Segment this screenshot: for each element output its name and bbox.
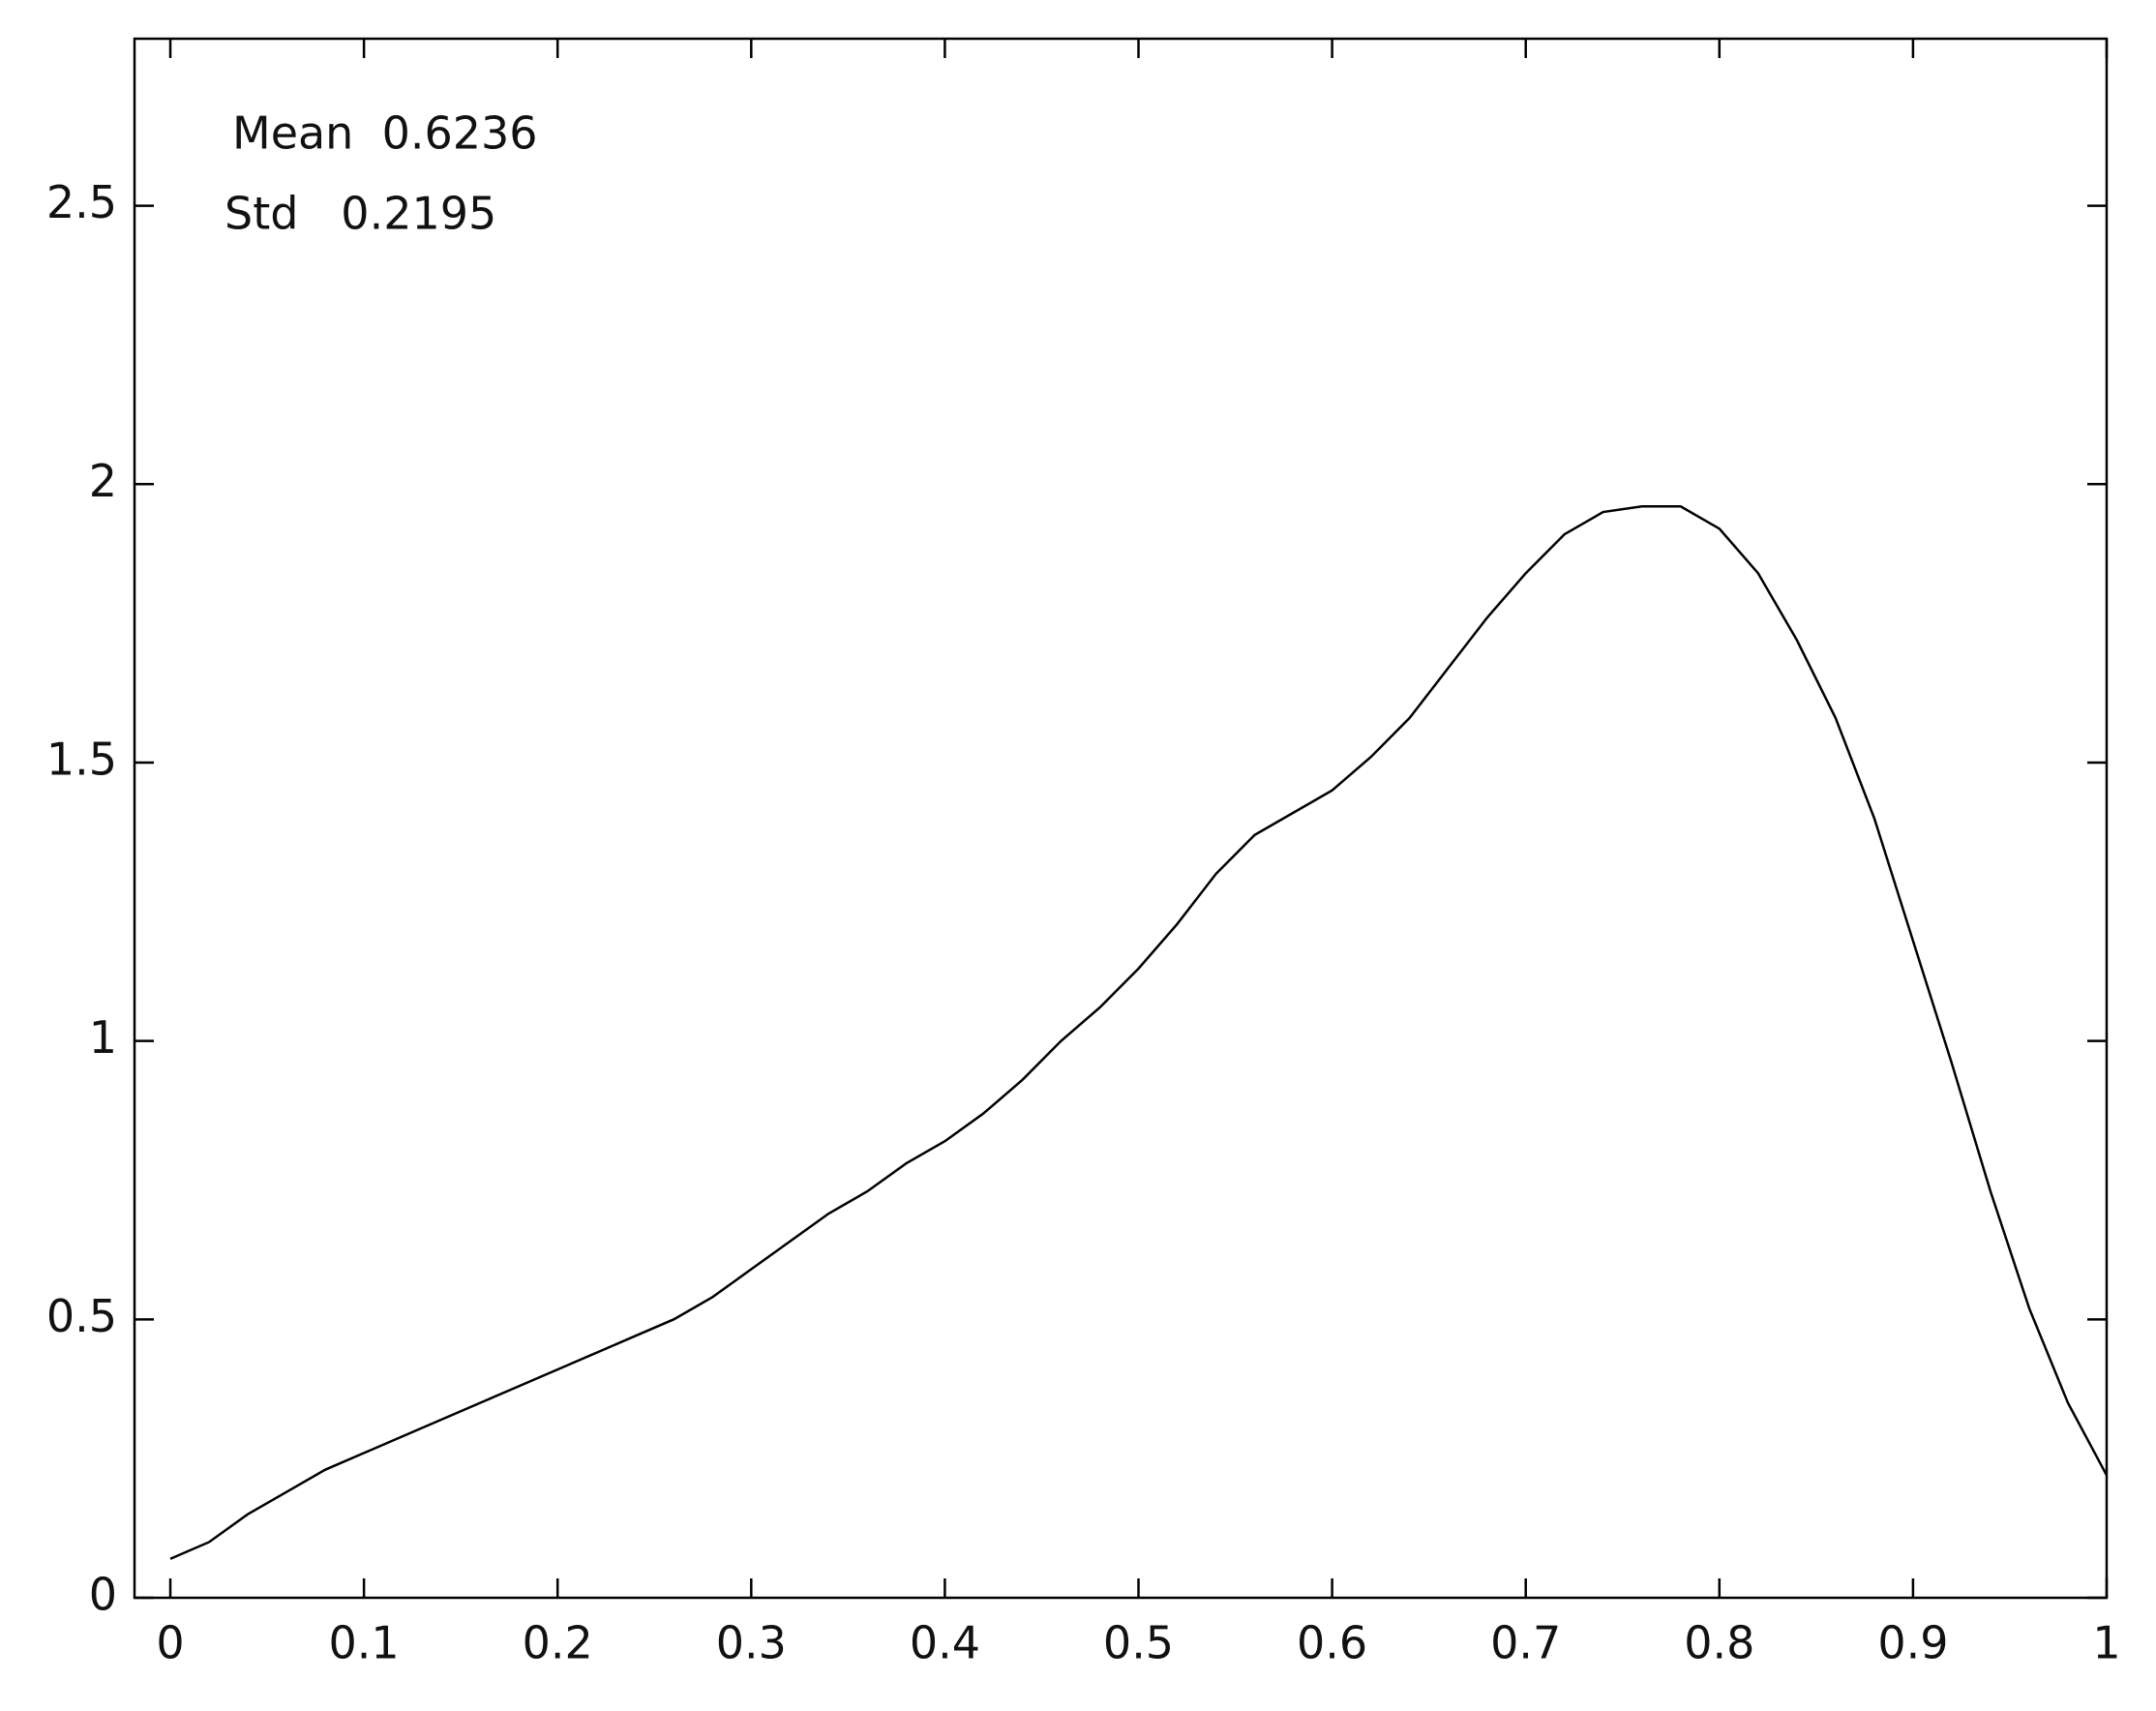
y-tick-label: 2.5 [46,176,117,228]
x-tick-label: 1 [2092,1617,2120,1669]
mean-annotation: Mean 0.6236 [232,107,538,160]
y-tick-label: 0 [89,1569,117,1621]
y-tick-label: 2 [89,455,117,507]
x-tick-label: 0.6 [1297,1617,1367,1669]
x-tick-label: 0.9 [1877,1617,1948,1669]
line [169,505,2109,1560]
x-tick-label: 0.2 [523,1617,593,1669]
y-tick-label: 0.5 [46,1290,117,1342]
std-annotation: Std 0.2195 [225,188,496,240]
plot-box [133,37,2109,1600]
x-tick-label: 0.1 [329,1617,400,1669]
x-tick-label: 0.7 [1490,1617,1561,1669]
x-tick-label: 0.5 [1103,1617,1174,1669]
y-tick-label: 1 [89,1011,117,1064]
x-tick-label: 0 [156,1617,184,1669]
x-tick-label: 0.3 [716,1617,787,1669]
x-tick-label: 0.4 [910,1617,980,1669]
y-tick-label: 1.5 [46,733,117,785]
x-tick-label: 0.8 [1684,1617,1754,1669]
